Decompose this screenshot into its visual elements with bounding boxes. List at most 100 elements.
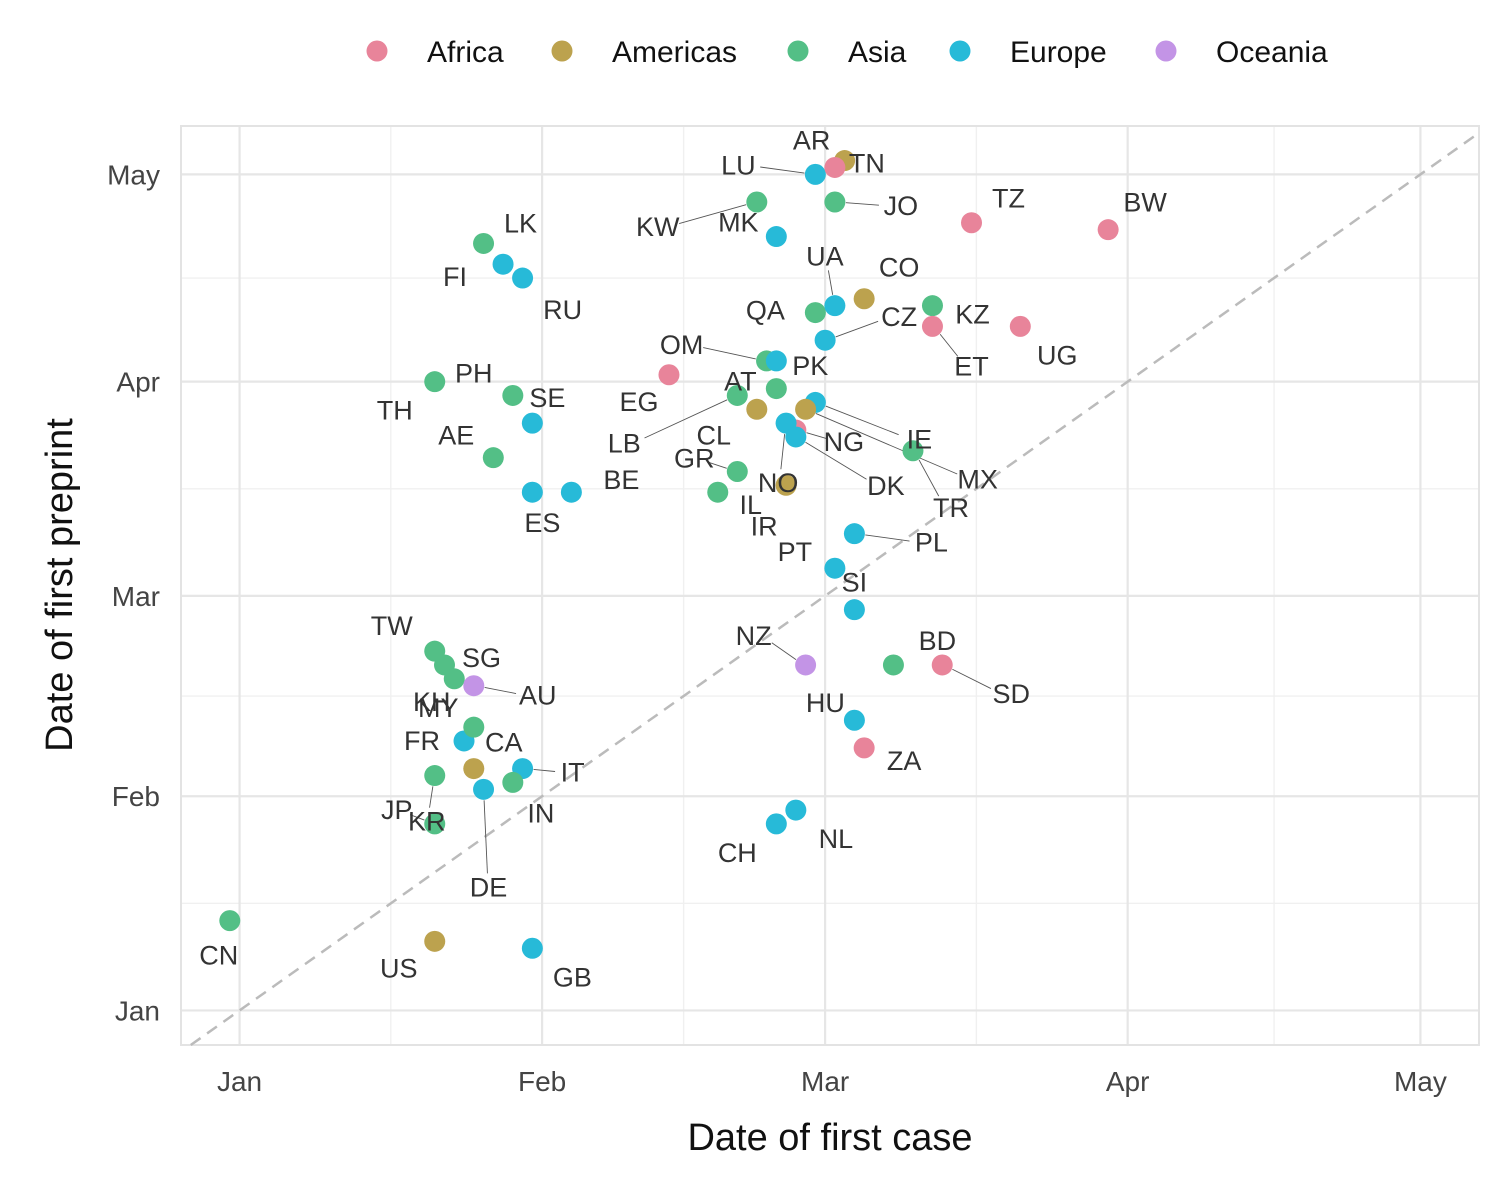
- legend-swatch: [551, 40, 573, 62]
- point-label-jp: JP: [381, 795, 413, 825]
- data-point-et: [921, 315, 943, 337]
- legend-swatch: [787, 40, 809, 62]
- label-leader-line: [845, 202, 879, 206]
- data-point-sd: [931, 654, 953, 676]
- label-leader-line: [780, 433, 786, 470]
- point-label-mk: MK: [718, 208, 759, 238]
- data-point-jp: [424, 813, 446, 835]
- data-point-in: [502, 771, 524, 793]
- label-leader-line: [483, 800, 488, 874]
- data-point-tz: [961, 212, 983, 234]
- y-tick-label: Feb: [112, 781, 160, 812]
- label-leader-line: [644, 399, 728, 439]
- data-point-us: [424, 930, 446, 952]
- data-point-gb: [521, 937, 543, 959]
- data-point-be: [560, 481, 582, 503]
- data-point-gr: [726, 460, 748, 482]
- point-label-de: DE: [470, 872, 508, 902]
- data-point-kz: [921, 295, 943, 317]
- point-label-ir: IR: [751, 511, 778, 541]
- point-label-ar: AR: [793, 126, 831, 156]
- data-point-at: [765, 378, 787, 400]
- point-label-fr: FR: [404, 726, 440, 756]
- label-leader-line: [760, 166, 805, 174]
- point-label-se: SE: [529, 383, 565, 413]
- point-label-au: AU: [519, 681, 557, 711]
- label-leader-line: [771, 642, 797, 660]
- legend-swatch: [1155, 40, 1177, 62]
- point-label-kh: KH: [413, 687, 451, 717]
- label-leader-line: [865, 534, 910, 542]
- data-point-tn: [824, 156, 846, 178]
- data-point-pk: [765, 350, 787, 372]
- data-point-ca: [463, 758, 485, 780]
- data-point-cl: [746, 398, 768, 420]
- point-label-lk: LK: [504, 208, 537, 238]
- data-point-ru: [512, 267, 534, 289]
- point-label-gr: GR: [674, 443, 715, 473]
- point-label-tn: TN: [849, 148, 885, 178]
- axis-layer: Date of first case Date of first preprin…: [39, 159, 1447, 1159]
- y-axis-title: Date of first preprint: [39, 418, 81, 752]
- point-label-lu: LU: [721, 150, 756, 180]
- point-label-fi: FI: [443, 262, 467, 292]
- point-label-tw: TW: [371, 611, 413, 641]
- y-tick-label: Mar: [112, 581, 160, 612]
- data-point-ug: [1009, 315, 1031, 337]
- point-label-in: IN: [527, 798, 554, 828]
- point-label-ae: AE: [438, 421, 474, 451]
- point-label-ug: UG: [1037, 340, 1078, 370]
- legend-swatch: [949, 40, 971, 62]
- point-label-no: NO: [758, 468, 799, 498]
- legend-label: Europe: [1010, 36, 1107, 69]
- x-tick-label: Mar: [801, 1066, 849, 1097]
- point-label-my: MY: [418, 693, 459, 723]
- point-label-hu: HU: [806, 688, 845, 718]
- label-leader-line: [827, 270, 834, 295]
- data-point-pt: [824, 557, 846, 579]
- x-tick-label: Apr: [1106, 1066, 1150, 1097]
- data-points: [219, 150, 1119, 959]
- point-label-lb: LB: [608, 428, 641, 458]
- data-point-my: [443, 668, 465, 690]
- legend: Africa Americas Asia Europe Oceania: [366, 36, 1328, 69]
- point-label-il: IL: [740, 490, 763, 520]
- point-label-ua: UA: [806, 242, 844, 272]
- point-label-es: ES: [524, 508, 560, 538]
- data-point-ua: [824, 295, 846, 317]
- label-leader-line: [679, 204, 747, 225]
- label-leader-line: [806, 432, 828, 440]
- label-leader-line: [429, 786, 434, 808]
- point-label-ru: RU: [543, 295, 582, 325]
- legend-swatch: [366, 40, 388, 62]
- data-point-ph: [502, 384, 524, 406]
- data-point-ch: [765, 813, 787, 835]
- point-label-th: TH: [377, 396, 413, 426]
- data-point-eg: [658, 364, 680, 386]
- label-leader-line: [825, 405, 899, 436]
- point-label-za: ZA: [887, 746, 922, 776]
- point-label-be: BE: [603, 465, 639, 495]
- label-leader-line: [533, 769, 556, 772]
- data-point-bw: [1097, 219, 1119, 241]
- point-label-cn: CN: [199, 941, 238, 971]
- label-leader-line: [409, 814, 425, 821]
- data-point-tr: [902, 440, 924, 462]
- point-label-ie: IE: [907, 424, 933, 454]
- data-point-nl: [785, 799, 807, 821]
- data-point-cn: [219, 910, 241, 932]
- data-point-kr: [424, 765, 446, 787]
- legend-label: Oceania: [1216, 36, 1328, 69]
- x-tick-label: Feb: [518, 1066, 566, 1097]
- legend-label: Asia: [848, 36, 907, 69]
- label-leader-line: [918, 459, 940, 497]
- point-label-qa: QA: [746, 296, 785, 326]
- data-point-hu: [843, 709, 865, 731]
- point-label-kw: KW: [636, 212, 680, 242]
- legend-item-oceania: Oceania: [1155, 36, 1328, 69]
- point-label-om: OM: [660, 330, 704, 360]
- point-label-ph: PH: [455, 358, 493, 388]
- point-label-pt: PT: [778, 537, 813, 567]
- label-leader-line: [835, 320, 879, 338]
